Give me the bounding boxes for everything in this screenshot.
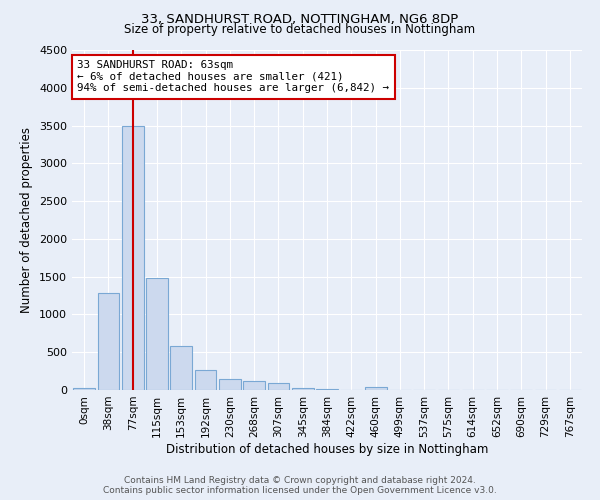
Bar [194,370,217,390]
Bar [73,388,95,390]
Text: Contains HM Land Registry data © Crown copyright and database right 2024.
Contai: Contains HM Land Registry data © Crown c… [103,476,497,495]
Bar [243,381,265,390]
Bar [316,389,338,390]
Bar [365,387,386,390]
Text: 33, SANDHURST ROAD, NOTTINGHAM, NG6 8DP: 33, SANDHURST ROAD, NOTTINGHAM, NG6 8DP [142,12,458,26]
Text: Size of property relative to detached houses in Nottingham: Size of property relative to detached ho… [124,22,476,36]
Bar [146,278,168,390]
X-axis label: Distribution of detached houses by size in Nottingham: Distribution of detached houses by size … [166,442,488,456]
Bar [268,383,289,390]
Bar [219,378,241,390]
Bar [292,388,314,390]
Bar [122,126,143,390]
Bar [170,346,192,390]
Text: 33 SANDHURST ROAD: 63sqm
← 6% of detached houses are smaller (421)
94% of semi-d: 33 SANDHURST ROAD: 63sqm ← 6% of detache… [77,60,389,94]
Y-axis label: Number of detached properties: Number of detached properties [20,127,34,313]
Bar [97,294,119,390]
